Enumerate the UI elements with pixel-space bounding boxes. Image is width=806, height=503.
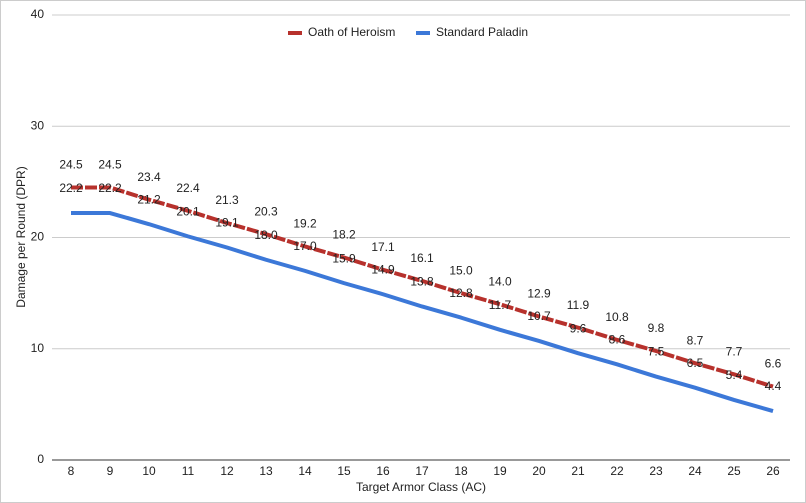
legend-label: Standard Paladin xyxy=(436,25,528,39)
data-label: 12.9 xyxy=(527,287,551,301)
data-label: 22.4 xyxy=(176,181,200,195)
y-axis-title: Damage per Round (DPR) xyxy=(14,166,28,307)
data-label: 14.0 xyxy=(488,274,512,288)
data-label: 7.5 xyxy=(648,345,665,359)
y-tick-label: 0 xyxy=(37,452,44,466)
data-label: 20.1 xyxy=(176,205,200,219)
data-label: 11.9 xyxy=(567,298,590,312)
x-tick-label: 11 xyxy=(182,464,195,478)
data-label: 13.8 xyxy=(410,275,434,289)
y-tick-label: 20 xyxy=(31,230,45,244)
data-label: 20.3 xyxy=(254,204,278,218)
data-label: 24.5 xyxy=(59,158,83,172)
x-tick-label: 14 xyxy=(298,464,312,478)
data-label: 19.1 xyxy=(215,216,239,230)
data-label: 18.2 xyxy=(332,228,356,242)
data-label: 23.4 xyxy=(137,170,161,184)
data-label: 6.5 xyxy=(687,356,704,370)
x-tick-label: 22 xyxy=(610,464,624,478)
series-line xyxy=(71,211,774,413)
x-tick-label: 8 xyxy=(68,464,75,478)
data-label: 17.1 xyxy=(371,240,395,254)
data-label: 15.9 xyxy=(332,251,356,265)
legend-label: Oath of Heroism xyxy=(308,25,395,39)
data-label: 16.1 xyxy=(410,251,434,265)
data-label: 10.7 xyxy=(527,309,551,323)
x-tick-label: 10 xyxy=(142,464,156,478)
x-tick-label: 16 xyxy=(376,464,390,478)
data-label: 11.7 xyxy=(489,298,512,312)
data-label: 5.4 xyxy=(726,368,743,382)
x-tick-label: 17 xyxy=(415,464,429,478)
data-label: 17.0 xyxy=(293,239,317,253)
data-label: 14.9 xyxy=(371,262,395,276)
x-tick-label: 20 xyxy=(532,464,546,478)
y-tick-label: 30 xyxy=(31,118,45,132)
data-label: 22.2 xyxy=(59,181,83,195)
x-tick-label: 19 xyxy=(493,464,507,478)
data-label: 21.2 xyxy=(137,192,161,206)
data-label: 10.8 xyxy=(605,310,629,324)
data-label: 19.2 xyxy=(293,217,317,231)
data-label: 21.3 xyxy=(215,193,239,207)
x-tick-label: 12 xyxy=(220,464,234,478)
data-label: 12.8 xyxy=(449,286,473,300)
data-label: 18.0 xyxy=(254,228,278,242)
x-tick-label: 25 xyxy=(727,464,741,478)
series-line xyxy=(71,185,774,389)
x-tick-label: 23 xyxy=(649,464,663,478)
data-label: 9.6 xyxy=(570,321,587,335)
x-tick-label: 13 xyxy=(259,464,273,478)
x-axis-title: Target Armor Class (AC) xyxy=(356,480,486,494)
x-tick-label: 24 xyxy=(688,464,702,478)
y-tick-label: 40 xyxy=(31,7,45,21)
x-tick-label: 15 xyxy=(337,464,351,478)
data-label: 9.8 xyxy=(648,321,665,335)
data-label: 8.7 xyxy=(687,333,704,347)
data-label: 24.5 xyxy=(98,158,122,172)
data-label: 8.6 xyxy=(609,332,626,346)
data-label: 7.7 xyxy=(726,345,743,359)
x-tick-label: 21 xyxy=(571,464,585,478)
x-tick-label: 9 xyxy=(107,464,114,478)
y-tick-label: 10 xyxy=(31,341,45,355)
data-label: 4.4 xyxy=(765,379,782,393)
data-label: 6.6 xyxy=(765,357,782,371)
x-tick-label: 26 xyxy=(766,464,780,478)
x-tick-label: 18 xyxy=(454,464,468,478)
data-label: 22.2 xyxy=(98,181,122,195)
data-label: 15.0 xyxy=(449,263,473,277)
